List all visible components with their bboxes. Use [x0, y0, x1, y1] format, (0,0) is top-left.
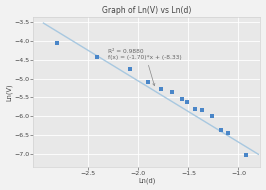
Y-axis label: Ln(V): Ln(V) [6, 83, 12, 101]
Point [200, 108, 205, 111]
Point [159, 87, 164, 90]
Title: Graph of Ln(V) vs Ln(d): Graph of Ln(V) vs Ln(d) [102, 6, 192, 15]
Point [226, 131, 231, 135]
Point [128, 68, 132, 71]
Point [95, 56, 99, 59]
Point [146, 81, 151, 84]
Point [55, 41, 60, 44]
Point [219, 128, 223, 131]
X-axis label: Ln(d): Ln(d) [138, 178, 156, 184]
Point [170, 91, 174, 94]
Point [244, 154, 248, 157]
Point [185, 100, 190, 103]
Point [210, 115, 215, 118]
Point [180, 98, 185, 101]
Text: R² = 0.9880
f(x) = (-1.70)*x + (-8.33): R² = 0.9880 f(x) = (-1.70)*x + (-8.33) [109, 49, 182, 86]
Point [193, 107, 198, 110]
